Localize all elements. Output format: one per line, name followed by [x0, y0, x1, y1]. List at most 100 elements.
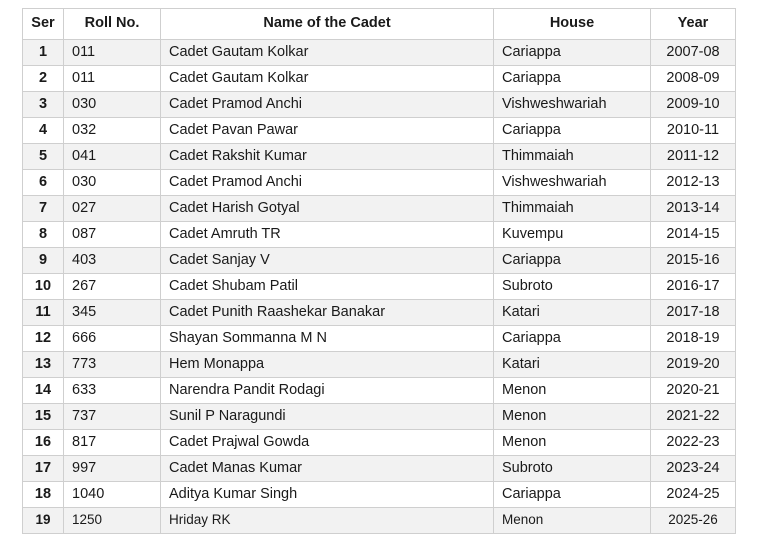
cell-cadet-name: Cadet Pramod Anchi — [160, 169, 494, 196]
cell-year: 2022-23 — [650, 429, 736, 456]
table-row: 10 267 Cadet Shubam Patil Subroto 2016-17 — [22, 273, 736, 300]
cell-roll-no: 030 — [63, 169, 161, 196]
cell-cadet-name: Cadet Rakshit Kumar — [160, 143, 494, 170]
cell-cadet-name: Cadet Shubam Patil — [160, 273, 494, 300]
column-header-name: Name of the Cadet — [160, 8, 494, 40]
cell-roll-no: 027 — [63, 195, 161, 222]
cell-house: Kuvempu — [493, 221, 651, 248]
table-row: 15 737 Sunil P Naragundi Menon 2021-22 — [22, 403, 736, 430]
cell-roll-no: 737 — [63, 403, 161, 430]
cell-cadet-name: Aditya Kumar Singh — [160, 481, 494, 508]
cell-year: 2016-17 — [650, 273, 736, 300]
cell-cadet-name: Hem Monappa — [160, 351, 494, 378]
cell-house: Cariappa — [493, 325, 651, 352]
cell-ser: 3 — [22, 91, 64, 118]
cell-cadet-name: Shayan Sommanna M N — [160, 325, 494, 352]
cell-roll-no: 041 — [63, 143, 161, 170]
cell-roll-no: 011 — [63, 65, 161, 92]
cell-house: Menon — [493, 377, 651, 404]
cell-house: Menon — [493, 507, 651, 534]
table-row: 7 027 Cadet Harish Gotyal Thimmaiah 2013-14 — [22, 195, 736, 222]
table-header-row: Ser Roll No. Name of the Cadet House Yea… — [22, 8, 736, 40]
cell-cadet-name: Cadet Gautam Kolkar — [160, 39, 494, 66]
cell-cadet-name: Narendra Pandit Rodagi — [160, 377, 494, 404]
cell-roll-no: 087 — [63, 221, 161, 248]
cell-year: 2007-08 — [650, 39, 736, 66]
cell-year: 2019-20 — [650, 351, 736, 378]
table-row: 18 1040 Aditya Kumar Singh Cariappa 2024-25 — [22, 481, 736, 508]
cell-roll-no: 666 — [63, 325, 161, 352]
cell-cadet-name: Cadet Manas Kumar — [160, 455, 494, 482]
cell-year: 2018-19 — [650, 325, 736, 352]
cell-house: Cariappa — [493, 65, 651, 92]
cell-house: Vishweshwariah — [493, 91, 651, 118]
cell-house: Cariappa — [493, 481, 651, 508]
column-header-roll: Roll No. — [63, 8, 161, 40]
cell-year: 2015-16 — [650, 247, 736, 274]
cell-roll-no: 345 — [63, 299, 161, 326]
cell-cadet-name: Cadet Pavan Pawar — [160, 117, 494, 144]
cell-year: 2021-22 — [650, 403, 736, 430]
cell-house: Subroto — [493, 273, 651, 300]
cell-cadet-name: Cadet Harish Gotyal — [160, 195, 494, 222]
cell-house: Vishweshwariah — [493, 169, 651, 196]
cell-ser: 4 — [22, 117, 64, 144]
cell-cadet-name: Cadet Amruth TR — [160, 221, 494, 248]
table-row: 6 030 Cadet Pramod Anchi Vishweshwariah 2012… — [22, 169, 736, 196]
cell-ser: 15 — [22, 403, 64, 430]
cell-house: Katari — [493, 299, 651, 326]
cell-house: Cariappa — [493, 247, 651, 274]
cell-year: 2012-13 — [650, 169, 736, 196]
table-row: 1 011 Cadet Gautam Kolkar Cariappa 2007-08 — [22, 39, 736, 66]
table-header: Ser Roll No. Name of the Cadet House Yea… — [22, 8, 736, 40]
cell-ser: 9 — [22, 247, 64, 274]
column-header-year: Year — [650, 8, 736, 40]
cell-house: Thimmaiah — [493, 195, 651, 222]
cell-house: Cariappa — [493, 39, 651, 66]
table-row: 3 030 Cadet Pramod Anchi Vishweshwariah 2009… — [22, 91, 736, 118]
cell-ser: 12 — [22, 325, 64, 352]
cell-cadet-name: Cadet Punith Raashekar Banakar — [160, 299, 494, 326]
column-header-ser: Ser — [22, 8, 64, 40]
cell-ser: 7 — [22, 195, 64, 222]
cell-ser: 16 — [22, 429, 64, 456]
cell-ser: 2 — [22, 65, 64, 92]
table-row: 5 041 Cadet Rakshit Kumar Thimmaiah 2011-12 — [22, 143, 736, 170]
cell-roll-no: 267 — [63, 273, 161, 300]
cell-year: 2013-14 — [650, 195, 736, 222]
table-row: 17 997 Cadet Manas Kumar Subroto 2023-24 — [22, 455, 736, 482]
cell-ser: 1 — [22, 39, 64, 66]
cell-year: 2024-25 — [650, 481, 736, 508]
cell-ser: 19 — [22, 507, 64, 534]
cell-year: 2023-24 — [650, 455, 736, 482]
cell-house: Thimmaiah — [493, 143, 651, 170]
table-row: 16 817 Cadet Prajwal Gowda Menon 2022-23 — [22, 429, 736, 456]
table-body: 1 011 Cadet Gautam Kolkar Cariappa 2007-08 2 0… — [22, 39, 736, 534]
table-row: 13 773 Hem Monappa Katari 2019-20 — [22, 351, 736, 378]
column-header-house: House — [493, 8, 651, 40]
table-row: 11 345 Cadet Punith Raashekar Banakar Katar… — [22, 299, 736, 326]
cell-year: 2017-18 — [650, 299, 736, 326]
table-row: 12 666 Shayan Sommanna M N Cariappa 2018-19 — [22, 325, 736, 352]
cell-year: 2025-26 — [650, 507, 736, 534]
cell-roll-no: 633 — [63, 377, 161, 404]
table-row: 14 633 Narendra Pandit Rodagi Menon 2020-21 — [22, 377, 736, 404]
cell-house: Subroto — [493, 455, 651, 482]
cell-ser: 14 — [22, 377, 64, 404]
table-row: 4 032 Cadet Pavan Pawar Cariappa 2010-11 — [22, 117, 736, 144]
cell-roll-no: 1040 — [63, 481, 161, 508]
table-row: 19 1250 Hriday RK Menon 2025-26 — [22, 507, 736, 534]
cell-ser: 11 — [22, 299, 64, 326]
cell-house: Menon — [493, 429, 651, 456]
cell-year: 2010-11 — [650, 117, 736, 144]
cell-house: Cariappa — [493, 117, 651, 144]
cell-cadet-name: Sunil P Naragundi — [160, 403, 494, 430]
cell-ser: 17 — [22, 455, 64, 482]
cell-year: 2014-15 — [650, 221, 736, 248]
cell-cadet-name: Cadet Pramod Anchi — [160, 91, 494, 118]
cell-year: 2009-10 — [650, 91, 736, 118]
cell-year: 2008-09 — [650, 65, 736, 92]
cell-cadet-name: Hriday RK — [160, 507, 494, 534]
cell-cadet-name: Cadet Prajwal Gowda — [160, 429, 494, 456]
